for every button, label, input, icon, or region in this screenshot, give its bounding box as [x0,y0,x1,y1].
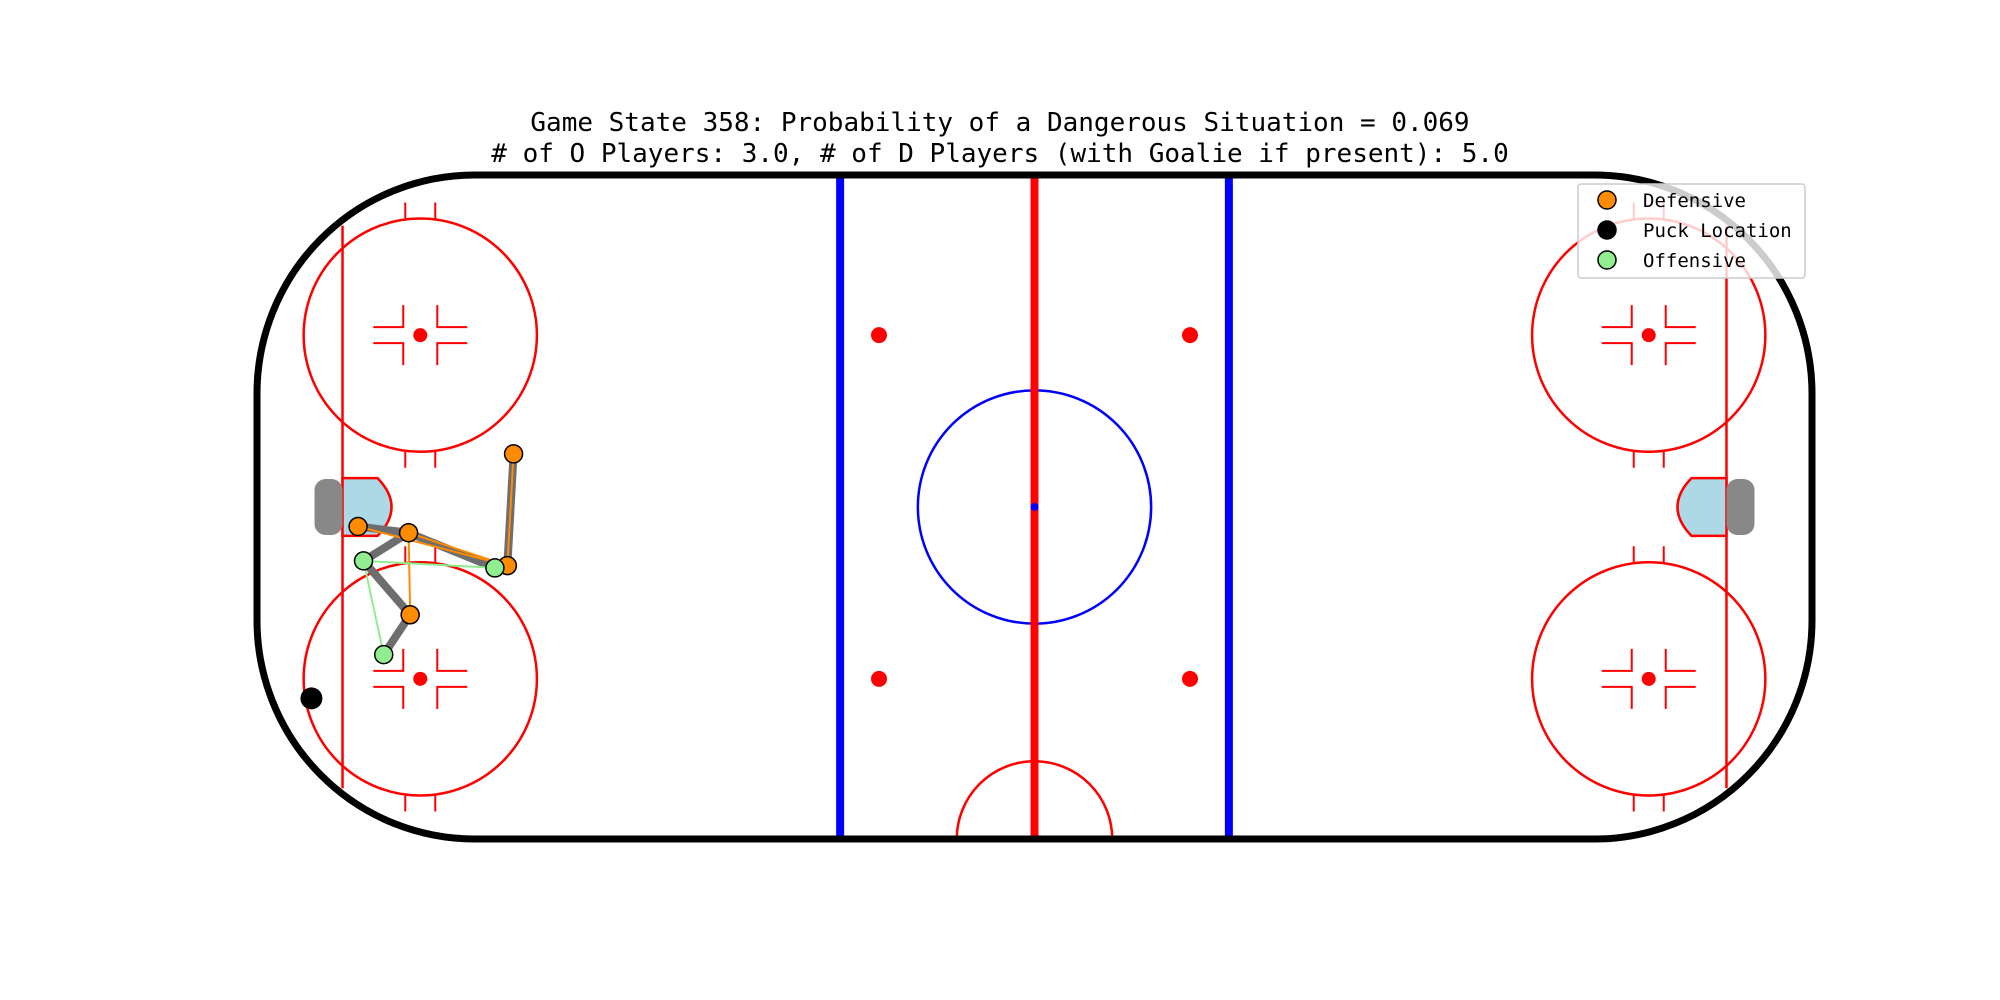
goal-net-right [1726,479,1755,535]
legend: Defensive Puck Location Offensive [1577,183,1806,279]
faceoff-dot-3 [1641,671,1656,686]
faceoff-l-mark [1664,648,1696,672]
offensive-link-o1-o3 [362,560,385,655]
goal-net-left [314,479,343,535]
faceoff-l-mark [1601,342,1633,366]
defensive-player-d3 [503,444,524,464]
faceoff-circle-3 [1530,560,1767,797]
defensive-link-d4-d3 [506,453,515,566]
legend-label-0: Defensive [1643,190,1746,212]
faceoff-l-mark [1664,685,1696,709]
legend-marker-2 [1597,250,1617,270]
faceoff-l-mark [1664,305,1696,329]
legend-marker-1 [1597,220,1617,240]
defensive-player-d1 [348,516,368,537]
defensive-link-d2-d5 [407,532,412,615]
faceoff-l-mark [436,648,468,672]
rink-markings [253,171,1816,843]
defensive-link-d1-d4 [357,525,508,567]
faceoff-circle-0 [302,217,539,454]
faceoff-l-mark [436,685,468,709]
chart-title-line-2: # of O Players: 3.0, # of D Players (wit… [491,139,1509,169]
faceoff-l-mark [373,685,405,709]
neutral-zone-dot-3 [1182,670,1198,687]
legend-marker-0 [1597,190,1617,210]
legend-label-2: Offensive [1643,250,1746,272]
faceoff-dot-2 [1641,328,1656,343]
faceoff-l-mark [1601,648,1633,672]
rink-boards [253,171,1816,843]
defensive-player-d2 [398,523,419,543]
puck-marker [300,687,323,710]
faceoff-l-mark [1601,685,1633,709]
offensive-player-o1 [353,551,374,571]
faceoff-l-mark [373,648,405,672]
center-dot [1030,503,1039,511]
neutral-zone-dot-1 [871,670,887,687]
goal-crease-right [1676,476,1728,538]
offensive-player-o3 [373,644,394,665]
faceoff-dot-1 [413,671,428,686]
offensive-link-o1-o2 [363,559,495,569]
faceoff-l-mark [1664,342,1696,366]
legend-label-1: Puck Location [1643,220,1792,242]
faceoff-circle-1 [302,560,539,797]
chart-title-line-1: Game State 358: Probability of a Dangero… [530,108,1470,138]
neutral-zone-dot-0 [871,327,887,344]
player-edge-o1-d5 [359,556,415,619]
faceoff-l-mark [436,305,468,329]
faceoff-l-mark [373,342,405,366]
legend-box [1577,183,1806,279]
neutral-zone-dot-2 [1182,327,1198,344]
faceoff-l-mark [1601,305,1633,329]
offensive-player-o2 [485,558,505,578]
faceoff-l-mark [373,305,405,329]
faceoff-l-mark [436,342,468,366]
player-markers [300,444,524,710]
faceoff-dot-0 [413,328,428,343]
player-links [357,453,515,655]
defensive-player-d5 [400,605,420,625]
